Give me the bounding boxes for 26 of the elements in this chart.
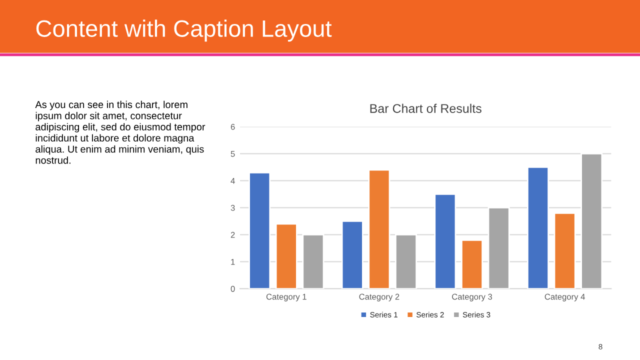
chart-title: Bar Chart of Results [370,104,482,113]
bar [248,172,271,289]
bar [395,234,418,289]
y-tick-label: 2 [230,232,235,238]
x-tick-label: Category 3 [452,294,492,302]
text: Content with Caption Layout [36,20,332,42]
y-tick-label: 6 [230,124,235,130]
bar [368,169,390,289]
y-tick-label: 3 [230,204,235,211]
y-tick-label: 0 [230,286,235,292]
bar [434,194,456,289]
bar [488,207,510,289]
bar [526,166,549,289]
y-tick-label: 1 [231,259,235,265]
bar [275,223,298,289]
bar [554,212,576,289]
bar [580,153,603,289]
x-tick-label: Category 4 [544,294,585,302]
x-tick-label: Category 1 [266,294,306,302]
y-tick-label: 5 [230,151,235,157]
y-tick-label: 4 [230,178,235,184]
bar [341,220,364,289]
x-tick-label: Category 2 [359,294,400,302]
bar [460,239,484,289]
text: As you can see in this chart, lorem ipsum dolor sit amet, consectetur adipiscing elit, sed do eiusmod tempor incididunt ut labore et dolore magna aliqua. Ut enim ad minim veniam, quis nostrud. [35,100,206,164]
bar [302,234,324,289]
